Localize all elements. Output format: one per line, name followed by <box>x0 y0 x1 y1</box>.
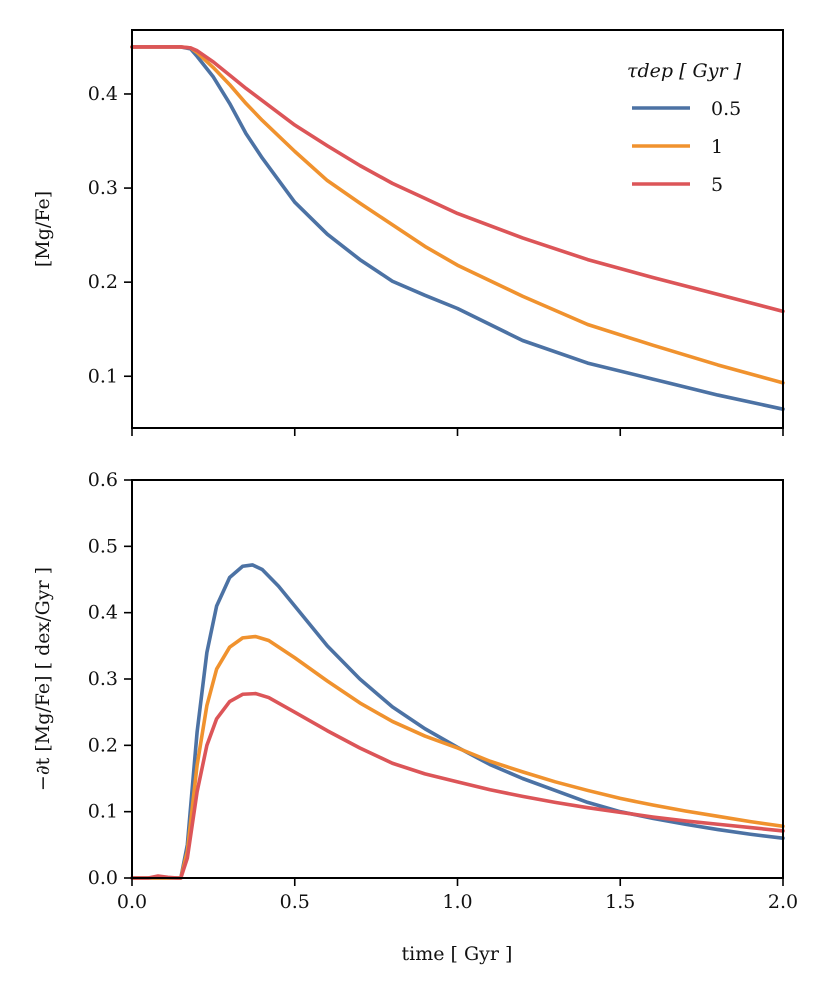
rate-x-tick-label: 2.0 <box>768 891 798 913</box>
mgfe-y-tick-label: 0.3 <box>88 177 118 199</box>
rate-y-tick-label: 0.3 <box>88 668 118 690</box>
rate-series-group <box>130 563 785 880</box>
rate-x-tick-label: 0.5 <box>280 891 310 913</box>
rate-y-tick-label: 0.1 <box>88 801 118 823</box>
rate-y-tick-label: 0.2 <box>88 734 118 756</box>
rate-tick-group: 0.0 0.5 1.0 1.5 2.0 0.0 0.1 0.2 0.3 0.4 0.5 0.6 <box>88 469 798 913</box>
mgfe-plot-frame <box>131 29 784 429</box>
rate-x-tick-label: 1.0 <box>442 891 472 913</box>
legend: τdep [ Gyr ] 0.5 1 5 <box>627 60 742 196</box>
rate-x-tick-label: 1.5 <box>605 891 635 913</box>
legend-label-0-5: 0.5 <box>711 98 741 120</box>
legend-label-5: 5 <box>711 174 723 196</box>
rate-series-line-0-5 <box>130 563 785 880</box>
mgfe-series-group <box>130 45 785 411</box>
rate-y-tick-label: 0.4 <box>88 602 118 624</box>
mgfe-y-tick-label: 0.4 <box>88 83 118 105</box>
rate-x-tick-label: 0.0 <box>117 891 147 913</box>
rate-y-tick-label: 0.0 <box>88 867 118 889</box>
mgfe-panel: 0.1 0.2 0.3 0.4 [Mg/Fe] τdep [ Gyr ] 0.5 1 5 <box>32 29 785 436</box>
rate-y-tick-label: 0.5 <box>88 535 118 557</box>
rate-y-axis-label: −∂t [Mg/Fe] [ dex/Gyr ] <box>32 567 54 791</box>
mgfe-y-tick-label: 0.2 <box>88 271 118 293</box>
rate-panel: 0.0 0.5 1.0 1.5 2.0 0.0 0.1 0.2 0.3 0.4 0.5 0.6 −∂t… <box>32 469 798 965</box>
mgfe-y-axis-label: [Mg/Fe] <box>32 191 54 267</box>
legend-entries: 0.5 1 5 <box>632 98 741 196</box>
mgfe-series-line-5 <box>130 45 785 314</box>
rate-series-line-1 <box>130 634 785 880</box>
rate-series-line-5 <box>130 691 785 880</box>
legend-label-1: 1 <box>711 136 723 158</box>
mgfe-y-tick-label: 0.1 <box>88 365 118 387</box>
legend-title: τdep [ Gyr ] <box>627 60 742 82</box>
mgfe-tick-group: 0.1 0.2 0.3 0.4 <box>88 83 784 436</box>
rate-y-tick-label: 0.6 <box>88 469 118 491</box>
rate-plot-frame <box>131 479 784 879</box>
x-axis-label: time [ Gyr ] <box>402 943 513 965</box>
